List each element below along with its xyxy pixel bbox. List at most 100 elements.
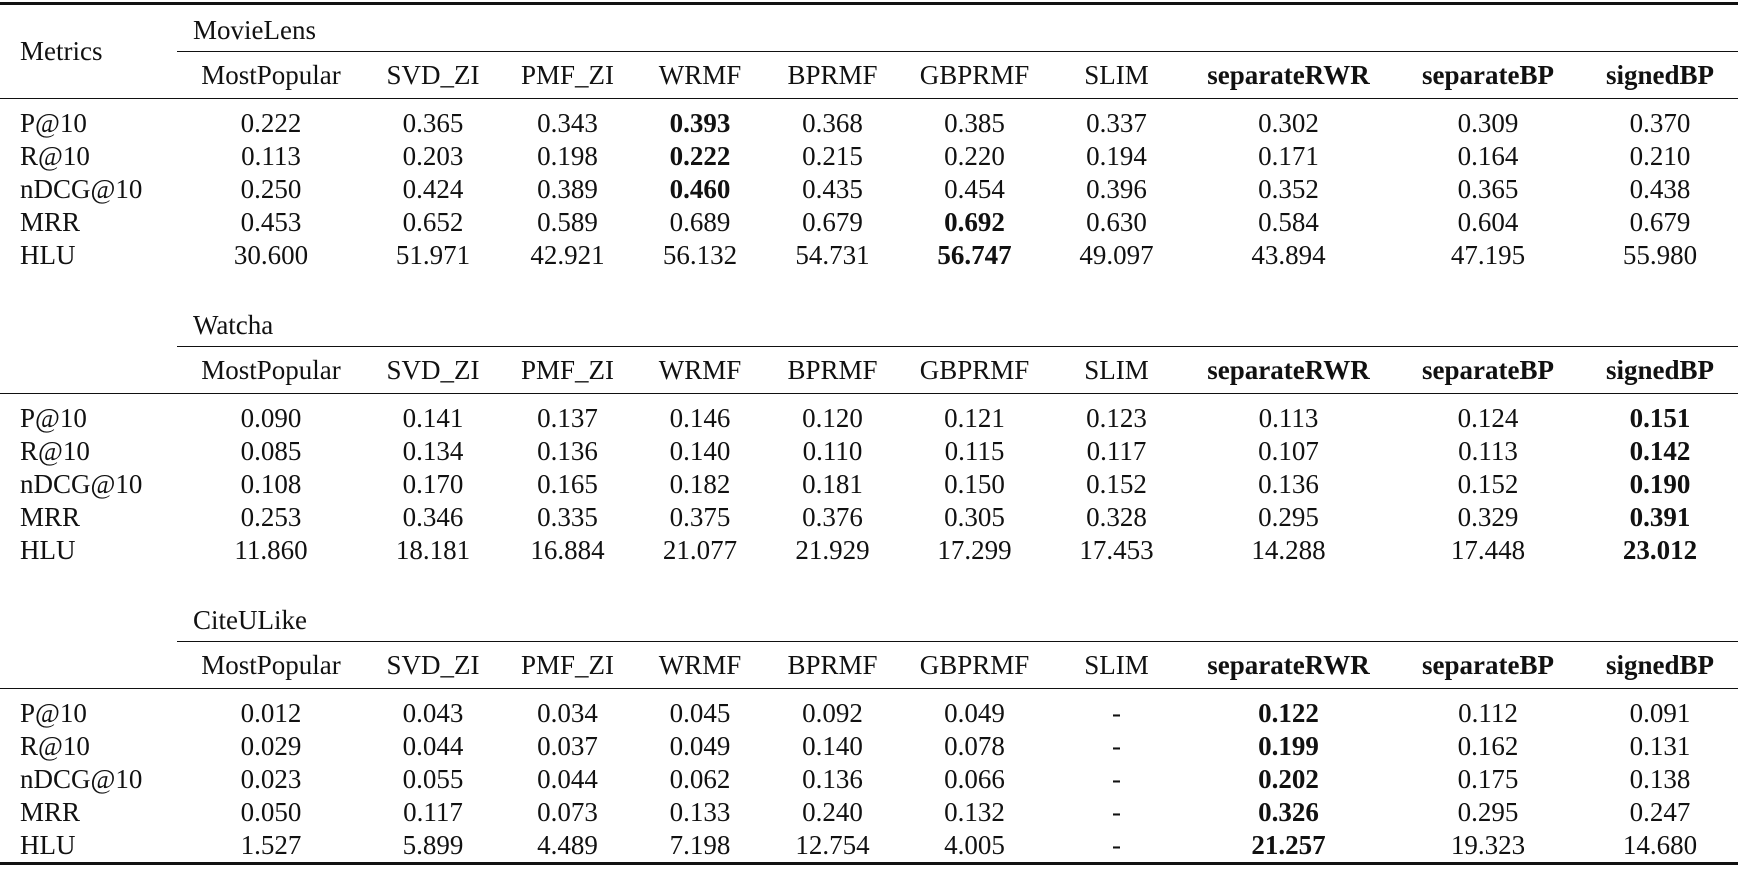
value-cell: 0.115 (944, 436, 1005, 466)
column-header: separateRWR (1183, 641, 1394, 689)
value-cell: 0.110 (802, 436, 863, 466)
value-cell: 0.352 (1258, 174, 1319, 204)
value-cell: 0.133 (669, 797, 731, 827)
value-cell: 0.142 (1629, 436, 1691, 466)
value-cell: 0.295 (1258, 502, 1319, 532)
value-cell: 0.049 (944, 698, 1005, 728)
column-header-row: MostPopular SVD_ZI PMF_ZI WRMF BPRMF GBPRMF SL… (0, 346, 1738, 394)
value-cell: 4.489 (537, 830, 598, 860)
value-cell: 0.112 (1458, 698, 1518, 728)
value-cell: 56.132 (662, 240, 738, 270)
data-row: P@10 0.012 0.043 0.034 0.045 0.092 0.049 - 0.122… (0, 689, 1738, 731)
column-header: MostPopular (177, 641, 365, 689)
value-cell: 0.194 (1086, 141, 1147, 171)
metric-name: R@10 (20, 731, 90, 761)
value-cell: 0.438 (1629, 174, 1691, 204)
empty-cell (0, 641, 177, 689)
data-row: HLU 1.527 5.899 4.489 7.198 12.754 4.005 - 21.25… (0, 829, 1738, 864)
column-header: WRMF (634, 51, 766, 99)
value-cell: 0.092 (802, 698, 863, 728)
metric-name: MRR (20, 797, 81, 827)
column-header: MostPopular (177, 346, 365, 394)
data-row: nDCG@10 0.023 0.055 0.044 0.062 0.136 0.066 - 0.… (0, 763, 1738, 796)
value-cell: 0.182 (669, 469, 731, 499)
column-header: separateRWR (1183, 346, 1394, 394)
value-cell: 0.370 (1629, 108, 1691, 138)
value-cell: 49.097 (1079, 240, 1154, 270)
section-title: CiteULike (177, 567, 1738, 642)
value-cell: 0.305 (944, 502, 1005, 532)
value-cell: - (1112, 731, 1121, 761)
value-cell: 1.527 (240, 830, 302, 860)
empty-cell (0, 567, 177, 642)
column-header: separateRWR (1183, 51, 1394, 99)
data-row: HLU 30.600 51.971 42.921 56.132 54.731 56.747 4… (0, 239, 1738, 272)
value-cell: 0.170 (402, 469, 464, 499)
value-cell: 0.343 (537, 108, 598, 138)
value-cell: 0.328 (1086, 502, 1147, 532)
column-header-row: MostPopular SVD_ZI PMF_ZI WRMF BPRMF GBPRMF SL… (0, 641, 1738, 689)
value-cell: 0.203 (402, 141, 464, 171)
metric-name: nDCG@10 (20, 469, 143, 499)
value-cell: 0.220 (944, 141, 1005, 171)
value-cell: 0.117 (403, 797, 463, 827)
value-cell: 0.253 (240, 502, 302, 532)
value-cell: 12.754 (795, 830, 870, 860)
metric-name: nDCG@10 (20, 174, 143, 204)
value-cell: 0.134 (402, 436, 464, 466)
value-cell: 0.141 (402, 403, 464, 433)
metric-name: P@10 (20, 403, 87, 433)
value-cell: 0.029 (240, 731, 302, 761)
value-cell: 0.679 (1629, 207, 1691, 237)
value-cell: 0.460 (669, 174, 731, 204)
data-row: R@10 0.113 0.203 0.198 0.222 0.215 0.220 0.194 0… (0, 140, 1738, 173)
value-cell: 14.288 (1251, 535, 1326, 565)
value-cell: 0.091 (1629, 698, 1691, 728)
value-cell: 0.049 (669, 731, 731, 761)
value-cell: 0.689 (669, 207, 731, 237)
table-body: Metrics MovieLens MostPopular SVD_ZI PMF_ZI W… (0, 3, 1738, 864)
value-cell: 0.113 (241, 141, 301, 171)
data-row: MRR 0.050 0.117 0.073 0.133 0.240 0.132 - 0.326 0… (0, 796, 1738, 829)
value-cell: 21.257 (1251, 830, 1326, 860)
value-cell: 0.302 (1258, 108, 1319, 138)
value-cell: 0.368 (802, 108, 863, 138)
column-header: signedBP (1582, 346, 1738, 394)
value-cell: 7.198 (669, 830, 731, 860)
data-row: P@10 0.222 0.365 0.343 0.393 0.368 0.385 0.337 0… (0, 99, 1738, 141)
value-cell: - (1112, 764, 1121, 794)
value-cell: 0.090 (240, 403, 302, 433)
value-cell: 0.146 (669, 403, 731, 433)
value-cell: 19.323 (1450, 830, 1526, 860)
value-cell: 0.247 (1629, 797, 1691, 827)
value-cell: 0.365 (1457, 174, 1519, 204)
value-cell: 0.375 (669, 502, 731, 532)
value-cell: 0.630 (1086, 207, 1147, 237)
data-row: nDCG@10 0.108 0.170 0.165 0.182 0.181 0.150 0.1… (0, 468, 1738, 501)
data-row: nDCG@10 0.250 0.424 0.389 0.460 0.435 0.454 0.3… (0, 173, 1738, 206)
section-title: Watcha (177, 272, 1738, 347)
value-cell: 0.222 (669, 141, 731, 171)
metric-name: HLU (20, 535, 76, 565)
value-cell: 0.309 (1457, 108, 1519, 138)
value-cell: 0.152 (1086, 469, 1147, 499)
value-cell: 0.335 (537, 502, 598, 532)
column-header: GBPRMF (899, 346, 1050, 394)
empty-cell (0, 346, 177, 394)
value-cell: 47.195 (1450, 240, 1526, 270)
value-cell: 30.600 (233, 240, 309, 270)
column-header: PMF_ZI (501, 641, 634, 689)
value-cell: 0.222 (240, 108, 302, 138)
value-cell: - (1112, 797, 1121, 827)
column-header: WRMF (634, 641, 766, 689)
value-cell: 0.385 (944, 108, 1005, 138)
metric-name: P@10 (20, 108, 87, 138)
column-header: SLIM (1050, 641, 1183, 689)
value-cell: 0.326 (1258, 797, 1319, 827)
value-cell: 0.140 (802, 731, 863, 761)
value-cell: 0.050 (240, 797, 302, 827)
value-cell: 0.199 (1258, 731, 1319, 761)
value-cell: 0.295 (1457, 797, 1519, 827)
